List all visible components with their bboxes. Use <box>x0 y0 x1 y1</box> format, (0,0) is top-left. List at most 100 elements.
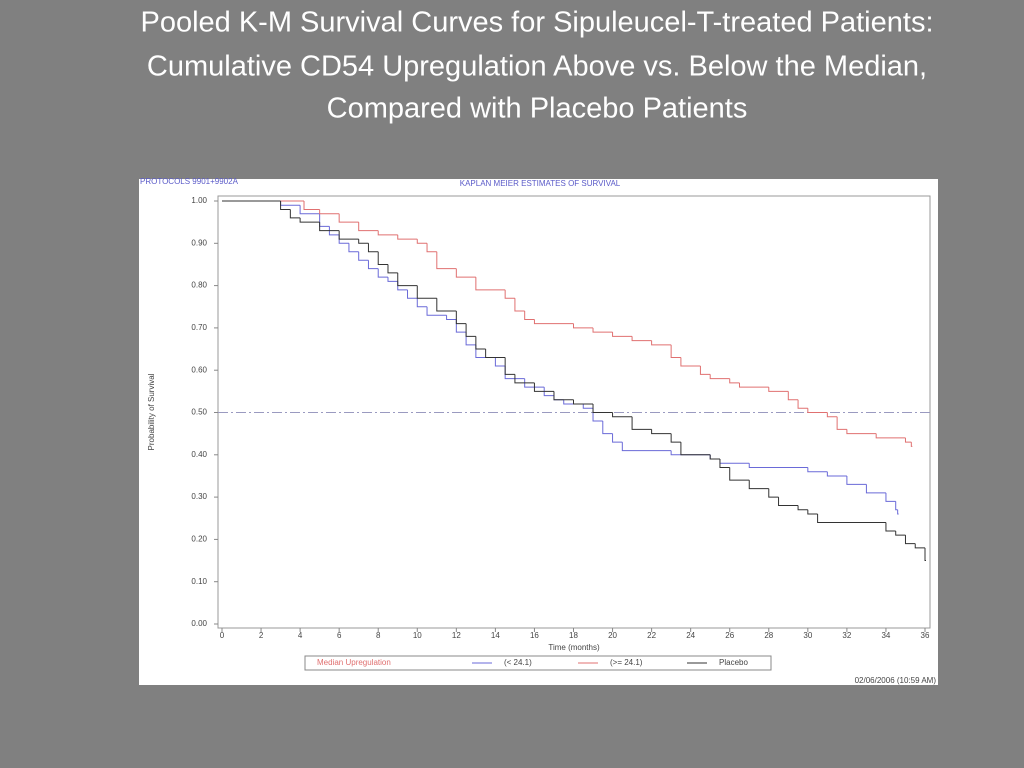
survival-step <box>475 277 506 291</box>
survival-step <box>319 222 340 232</box>
survival-step <box>680 442 711 456</box>
x-tick-label: 20 <box>608 631 617 640</box>
survival-step <box>387 264 398 274</box>
x-tick-label: 14 <box>491 631 500 640</box>
survival-step <box>377 268 388 278</box>
x-tick-label: 32 <box>842 631 851 640</box>
survival-step <box>680 357 701 367</box>
title-line: Pooled K-M Survival Curves for Sipuleuce… <box>140 7 933 39</box>
survival-step <box>670 344 681 359</box>
survival-step <box>826 471 847 477</box>
x-tick-label: 6 <box>337 631 342 640</box>
survival-step <box>407 289 418 299</box>
survival-step <box>768 488 779 498</box>
survival-step <box>289 209 301 219</box>
survival-step <box>328 226 340 236</box>
survival-step <box>338 213 359 223</box>
protocol-label: PROTOCOLS 9901+9902A <box>140 177 239 186</box>
x-tick-label: 16 <box>530 631 539 640</box>
survival-step <box>348 243 359 253</box>
x-tick-label: 18 <box>569 631 578 640</box>
survival-step <box>885 522 896 532</box>
survival-step <box>524 378 545 388</box>
survival-step <box>768 387 789 392</box>
survival-step <box>377 251 388 265</box>
survival-step <box>494 357 506 367</box>
survival-step <box>729 467 750 481</box>
y-tick-label: 0.70 <box>191 323 207 332</box>
survival-step <box>787 391 799 401</box>
survival-step <box>846 475 867 485</box>
survival-step <box>826 412 838 418</box>
x-tick-label: 26 <box>725 631 734 640</box>
survival-step <box>416 239 428 244</box>
survival-step <box>797 505 808 511</box>
survival-step <box>748 480 769 490</box>
chart-panel <box>139 179 938 685</box>
survival-step <box>651 429 672 435</box>
survival-step <box>612 412 633 418</box>
survival-step <box>358 239 369 244</box>
survival-step <box>602 420 613 435</box>
legend-label: Placebo <box>719 658 748 667</box>
survival-step <box>797 399 808 409</box>
y-axis-label: Probability of Survival <box>147 373 156 450</box>
title-line: Compared with Placebo Patients <box>327 93 748 125</box>
survival-step <box>416 298 428 308</box>
survival-step <box>631 336 652 342</box>
survival-step <box>885 492 896 502</box>
survival-step <box>524 310 535 320</box>
survival-step <box>729 378 740 384</box>
survival-step <box>875 433 906 439</box>
survival-step <box>367 243 379 253</box>
survival-step <box>592 327 613 333</box>
survival-step <box>612 332 633 337</box>
x-tick-label: 30 <box>803 631 812 640</box>
survival-step <box>817 514 886 523</box>
survival-step <box>465 323 476 337</box>
survival-step <box>719 459 730 468</box>
survival-step <box>397 234 418 240</box>
survival-step <box>514 298 525 312</box>
survival-step <box>416 285 437 299</box>
survival-step <box>543 387 554 397</box>
x-tick-label: 12 <box>452 631 461 640</box>
survival-step <box>709 454 720 460</box>
survival-step <box>303 201 320 210</box>
survival-step <box>553 391 574 401</box>
x-tick-label: 34 <box>881 631 890 640</box>
survival-step <box>338 230 359 240</box>
survival-step <box>367 260 379 270</box>
survival-step <box>846 429 877 435</box>
survival-step <box>504 357 515 375</box>
legend-title: Median Upregulation <box>317 658 391 667</box>
survival-step <box>387 277 398 282</box>
survival-step <box>533 319 574 325</box>
survival-step <box>807 467 828 473</box>
y-tick-label: 0.50 <box>191 408 207 417</box>
survival-step <box>475 336 486 350</box>
x-tick-label: 36 <box>921 631 930 640</box>
survival-step <box>651 340 672 346</box>
survival-step <box>670 433 681 443</box>
survival-step <box>377 230 398 236</box>
y-tick-label: 0.80 <box>191 281 207 290</box>
x-tick-label: 28 <box>764 631 773 640</box>
survival-step <box>895 501 898 511</box>
y-tick-label: 0.30 <box>191 492 207 501</box>
x-tick-label: 24 <box>686 631 695 640</box>
legend-label: (< 24.1) <box>504 658 532 667</box>
survival-step <box>904 535 916 545</box>
survival-step <box>582 404 594 409</box>
survival-step <box>514 374 535 384</box>
title-line: Cumulative CD54 Upregulation Above vs. B… <box>147 51 927 83</box>
survival-step <box>446 315 457 320</box>
survival-step <box>897 509 899 515</box>
y-tick-label: 0.00 <box>191 619 207 628</box>
survival-step <box>738 382 769 388</box>
legend-label: (>= 24.1) <box>610 658 643 667</box>
survival-step <box>612 433 623 443</box>
legend-box <box>304 655 772 671</box>
survival-step <box>621 442 672 452</box>
